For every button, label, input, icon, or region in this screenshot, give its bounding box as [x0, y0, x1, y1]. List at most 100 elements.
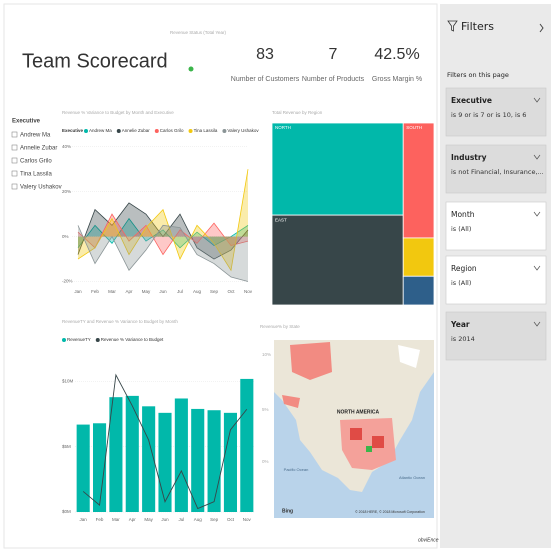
- slicer-item[interactable]: Annelie Zubar: [11, 144, 57, 152]
- collapse-button[interactable]: [539, 23, 544, 33]
- x-tick-label: Apr: [125, 289, 133, 294]
- series-line: [77, 169, 249, 272]
- kpi-label: Number of Products: [302, 76, 365, 83]
- slicer: Andrew Ma Annelie Zubar Carlos Grilo Tina L…: [11, 131, 62, 191]
- checkbox[interactable]: [11, 144, 18, 151]
- legend-label: Carlos Grilo: [160, 128, 184, 133]
- series-area: [78, 202, 248, 260]
- legend-marker: [116, 129, 121, 133]
- map[interactable]: NORTH AMERICA Pacific Ocean Atlantic Oce…: [274, 340, 434, 518]
- filter-card[interactable]: Industry is not Financial, Insurance,...: [445, 144, 547, 194]
- bar[interactable]: [158, 412, 172, 512]
- tile-label: EAST: [275, 217, 287, 222]
- slicer-item-label: Valery Ushakov: [20, 185, 62, 191]
- card-bg: [445, 87, 547, 137]
- bar[interactable]: [125, 395, 139, 512]
- map-region: [366, 446, 372, 452]
- x-tick-label: Feb: [91, 289, 99, 294]
- map-label: Atlantic Ocean: [399, 475, 425, 480]
- checkbox[interactable]: [11, 131, 18, 138]
- status-title: Revenue Status (Total Year): [170, 30, 227, 35]
- filter-card[interactable]: Region is (All): [445, 255, 547, 305]
- map-label: Pacific Ocean: [284, 467, 309, 472]
- status-indicator: [188, 66, 194, 72]
- series-area: [78, 225, 248, 282]
- checkbox[interactable]: [11, 170, 18, 177]
- bar[interactable]: [93, 423, 107, 512]
- expand-chevron[interactable]: [533, 154, 541, 160]
- bar[interactable]: [240, 378, 254, 512]
- treemap-tile[interactable]: [402, 275, 435, 306]
- filters-section: Filters on this page: [447, 71, 509, 79]
- card-value: is 2014: [451, 335, 475, 343]
- legend-label: Tina Lassila: [194, 128, 218, 133]
- slicer-item[interactable]: Valery Ushakov: [11, 183, 62, 191]
- filter-cards: Executive is 9 or is 7 or is 10, is 6 Indu…: [445, 87, 547, 361]
- map-region: [350, 428, 384, 448]
- map-axis-label: 5%: [262, 407, 269, 412]
- series-area: [78, 214, 248, 255]
- map-title: Revenue% by State: [260, 324, 300, 329]
- card-value: is not Financial, Insurance,...: [451, 168, 544, 176]
- kpi-value: 42.5%: [374, 46, 419, 63]
- filter-card[interactable]: Year is 2014: [445, 311, 547, 361]
- series-line: [77, 224, 249, 282]
- map-label: NORTH AMERICA: [337, 409, 380, 415]
- filters-title: Filters: [461, 20, 494, 33]
- series-line: [82, 373, 248, 510]
- card-bg: [445, 255, 547, 305]
- report-title: Team Scorecard: [22, 50, 168, 72]
- expand-chevron[interactable]: [533, 321, 541, 327]
- filter-icon: [447, 20, 458, 32]
- map-region: [282, 395, 300, 408]
- treemap-tile[interactable]: [402, 237, 435, 277]
- kpi-label: Gross Margin %: [372, 76, 422, 83]
- x-tick-label: Sep: [210, 517, 219, 522]
- treemap-tile[interactable]: [271, 122, 404, 216]
- x-tick-label: Jul: [177, 289, 183, 294]
- expand-chevron[interactable]: [533, 265, 541, 271]
- card-bg: [445, 311, 547, 361]
- x-tick-label: Mar: [108, 289, 116, 294]
- card-bg: [445, 201, 547, 251]
- card-title: Region: [451, 264, 477, 273]
- x-tick-label: May: [142, 289, 151, 294]
- y-tick-label: $10M: [62, 379, 74, 384]
- checkbox[interactable]: [11, 157, 18, 164]
- card-title: Executive: [451, 96, 492, 105]
- legend-marker: [62, 338, 66, 342]
- card-bg: [445, 144, 547, 194]
- y-tick-label: 40%: [62, 144, 71, 149]
- bar[interactable]: [207, 410, 221, 512]
- bar[interactable]: [109, 397, 123, 512]
- x-tick-label: Jun: [159, 289, 167, 294]
- legend-label: Valery Ushakov: [227, 128, 259, 133]
- slicer-item[interactable]: Tina Lassila: [11, 170, 52, 178]
- bar[interactable]: [174, 398, 188, 512]
- bar[interactable]: [142, 406, 156, 512]
- legend-label: RevenueTY: [67, 337, 91, 342]
- filter-card[interactable]: Executive is 9 or is 7 or is 10, is 6: [445, 87, 547, 137]
- y-tick-label: 0%: [62, 234, 69, 239]
- filter-card[interactable]: Month is (All): [445, 201, 547, 251]
- series-line: [77, 217, 249, 249]
- legend-marker: [95, 338, 100, 342]
- expand-chevron[interactable]: [533, 211, 541, 217]
- expand-chevron[interactable]: [533, 97, 541, 103]
- slicer-item-label: Annelie Zubar: [20, 146, 57, 152]
- treemap-tile[interactable]: [402, 122, 435, 239]
- charts: Revenue % Variance to Budget by Month an…: [62, 110, 435, 522]
- x-tick-label: Feb: [96, 517, 104, 522]
- map-region: [290, 342, 332, 380]
- bar[interactable]: [191, 408, 205, 512]
- slicer-title: Executive: [12, 119, 41, 125]
- x-tick-label: Sep: [210, 289, 219, 294]
- series-line: [77, 202, 249, 260]
- checkbox[interactable]: [11, 183, 18, 190]
- bar[interactable]: [76, 424, 90, 512]
- treemap-tile[interactable]: [271, 214, 404, 306]
- slicer-item[interactable]: Andrew Ma: [11, 131, 51, 139]
- slicer-item[interactable]: Carlos Grilo: [11, 157, 52, 165]
- bar[interactable]: [223, 412, 237, 512]
- x-tick-label: Nov: [243, 517, 252, 522]
